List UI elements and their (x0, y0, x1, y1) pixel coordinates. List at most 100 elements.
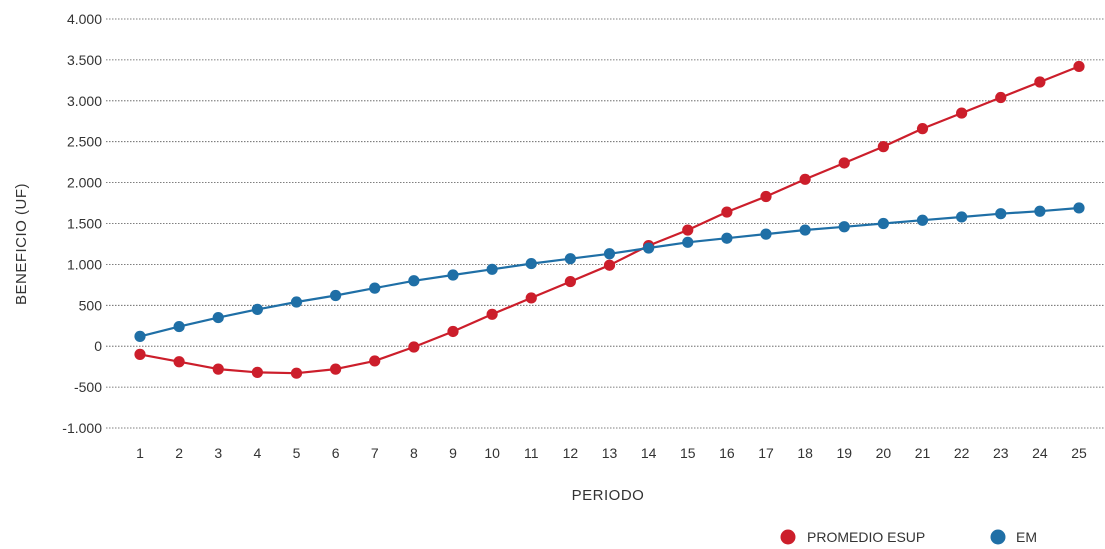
series-layer (134, 60, 1085, 379)
legend-label-promedio-esup: PROMEDIO ESUP (807, 529, 925, 545)
data-point (799, 173, 811, 185)
data-point (173, 320, 185, 333)
x-tick-label: 20 (876, 445, 892, 461)
data-point (603, 248, 616, 260)
x-axis-title: PERIODO (572, 487, 645, 504)
legend-label-em: EM (1016, 529, 1037, 545)
data-point (1034, 76, 1046, 88)
data-point (799, 224, 811, 236)
data-point (916, 123, 929, 135)
x-tick-label: 17 (758, 445, 774, 461)
series-promedio-esup (134, 60, 1085, 379)
data-point (838, 221, 850, 233)
y-tick-label: 1.000 (67, 256, 102, 272)
data-point (682, 236, 694, 248)
data-point (1073, 60, 1085, 73)
y-tick-label: 0 (94, 338, 102, 354)
data-point (721, 232, 733, 244)
y-axis-ticks: -1.000 -500 0 500 1.000 1.500 2.000 2.500 3.000 3… (62, 11, 102, 436)
x-tick-label: 12 (563, 445, 579, 461)
data-point (877, 217, 889, 230)
x-tick-label: 11 (524, 445, 539, 461)
data-point (760, 228, 772, 240)
data-point (290, 367, 303, 379)
x-tick-label: 10 (484, 445, 500, 461)
data-point (369, 282, 381, 294)
x-tick-label: 15 (680, 445, 696, 461)
y-tick-label: 2.500 (67, 134, 102, 150)
x-tick-label: 22 (954, 445, 970, 461)
data-point (330, 363, 342, 375)
data-point (134, 348, 146, 360)
x-tick-label: 3 (214, 445, 222, 461)
data-point (995, 208, 1007, 220)
data-point (486, 308, 498, 320)
data-point (760, 190, 772, 203)
y-tick-label: -1.000 (62, 420, 102, 436)
x-tick-label: 19 (836, 445, 852, 461)
data-point (525, 292, 537, 304)
data-point (212, 311, 224, 324)
data-point (212, 363, 224, 375)
x-tick-label: 23 (993, 445, 1009, 461)
y-tick-label: 500 (79, 297, 103, 313)
x-tick-label: 8 (410, 445, 418, 461)
x-tick-label: 24 (1032, 445, 1048, 461)
series-em (134, 202, 1085, 342)
y-tick-label: 3.000 (67, 93, 102, 109)
data-point (408, 341, 420, 353)
series-line (139, 206, 1080, 338)
data-point (290, 296, 303, 308)
y-axis-title: BENEFICIO (UF) (13, 183, 30, 305)
y-tick-label: -500 (74, 379, 102, 395)
x-tick-label: 5 (293, 445, 301, 461)
x-axis-ticks: 1 2 3 4 5 6 7 8 9 10 11 12 13 14 15 16 17 18 19 20 21 22 23 24 2… (136, 445, 1087, 461)
data-point (838, 157, 850, 169)
x-tick-label: 7 (371, 445, 379, 461)
x-tick-label: 2 (175, 445, 183, 461)
data-point (525, 257, 537, 270)
x-tick-label: 18 (797, 445, 813, 461)
data-point (995, 91, 1007, 104)
x-tick-label: 9 (449, 445, 457, 461)
legend-marker-em (990, 529, 1006, 545)
data-point (682, 224, 694, 236)
data-point (603, 259, 616, 271)
data-point (564, 253, 576, 265)
x-tick-label: 25 (1071, 445, 1087, 461)
y-tick-label: 3.500 (67, 52, 102, 68)
x-tick-label: 4 (253, 445, 261, 461)
data-point (1073, 202, 1085, 214)
data-point (721, 206, 733, 218)
y-tick-label: 1.500 (67, 216, 102, 232)
data-point (408, 275, 420, 287)
x-tick-label: 21 (915, 445, 931, 461)
data-point (643, 242, 655, 254)
data-point (330, 289, 342, 302)
data-point (564, 275, 576, 288)
legend-marker-promedio-esup (780, 529, 796, 545)
data-point (251, 303, 263, 315)
x-tick-label: 14 (641, 445, 657, 461)
data-point (447, 325, 459, 338)
gridlines (106, 18, 1105, 429)
data-point (916, 214, 929, 226)
legend: PROMEDIO ESUP EM (780, 529, 1037, 545)
x-tick-label: 13 (602, 445, 618, 461)
data-point (877, 141, 889, 153)
data-point (486, 263, 498, 275)
data-point (447, 269, 459, 281)
data-point (173, 356, 185, 368)
x-tick-label: 6 (332, 445, 340, 461)
data-point (134, 330, 146, 342)
data-point (369, 355, 381, 367)
data-point (956, 107, 968, 119)
data-point (251, 366, 263, 378)
y-tick-label: 2.000 (67, 175, 102, 191)
data-point (956, 211, 968, 223)
x-tick-label: 16 (719, 445, 735, 461)
x-tick-label: 1 (136, 445, 144, 461)
y-tick-label: 4.000 (67, 11, 102, 27)
data-point (1034, 205, 1046, 217)
